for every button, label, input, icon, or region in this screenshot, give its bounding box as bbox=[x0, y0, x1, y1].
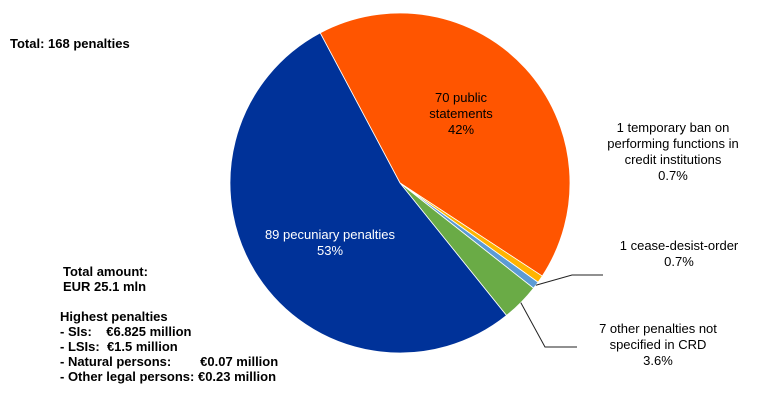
label-public-statements-line-1: 70 public bbox=[435, 90, 488, 105]
callout-other-penalties-line-2: specified in CRD bbox=[609, 337, 707, 352]
callout-other-penalties: 7 other penalties not specified in CRD 3… bbox=[578, 321, 738, 369]
highest-penalty-sis: - SIs: €6.825 million bbox=[60, 324, 192, 339]
callout-temporary-ban-line-1: 1 temporary ban on bbox=[616, 120, 730, 135]
slice-public-statements bbox=[319, 12, 571, 277]
total-amount-value: EUR 25.1 mln bbox=[63, 279, 147, 294]
total-amount-title: Total amount: bbox=[63, 264, 148, 279]
label-pecuniary-penalties-line-1: 89 pecuniary penalties bbox=[265, 227, 396, 242]
callout-cease-desist-line-1: 1 cease-desist-order bbox=[619, 238, 739, 253]
label-public-statements-line-2: statements bbox=[429, 106, 493, 121]
label-pecuniary-penalties: 89 pecuniary penalties 53% bbox=[265, 227, 396, 258]
callout-cease-desist: 1 cease-desist-order 0.7% bbox=[604, 238, 754, 270]
highest-penalty-other-legal-persons: - Other legal persons: €0.23 million bbox=[60, 369, 277, 384]
total-penalties-label: Total: 168 penalties bbox=[10, 36, 130, 51]
leader-other-penalties bbox=[520, 302, 577, 348]
callout-other-penalties-line-1: 7 other penalties not bbox=[599, 321, 717, 336]
highest-penalty-lsis: - LSIs: €1.5 million bbox=[60, 339, 178, 354]
leader-cease-desist-order bbox=[535, 274, 603, 286]
callout-temporary-ban-line-2: performing functions in bbox=[607, 136, 739, 151]
callout-cease-desist-pct: 0.7% bbox=[664, 254, 694, 269]
label-pecuniary-penalties-line-2: 53% bbox=[317, 243, 343, 258]
slice-pecuniary-penalties bbox=[229, 32, 508, 354]
callout-temporary-ban-pct: 0.7% bbox=[658, 168, 688, 183]
highest-penalty-natural-persons: - Natural persons: €0.07 million bbox=[60, 354, 279, 369]
callout-temporary-ban-line-3: credit institutions bbox=[624, 152, 722, 167]
total-amount-block: Total amount: EUR 25.1 mln bbox=[63, 264, 148, 294]
label-public-statements-line-3: 42% bbox=[448, 122, 474, 137]
highest-penalties-block: Highest penalties - SIs: €6.825 million … bbox=[60, 309, 278, 384]
callout-other-penalties-pct: 3.6% bbox=[643, 353, 673, 368]
label-public-statements: 70 public statements 42% bbox=[429, 90, 493, 137]
highest-penalties-title: Highest penalties bbox=[60, 309, 168, 324]
callout-temporary-ban: 1 temporary ban on performing functions … bbox=[593, 120, 753, 184]
